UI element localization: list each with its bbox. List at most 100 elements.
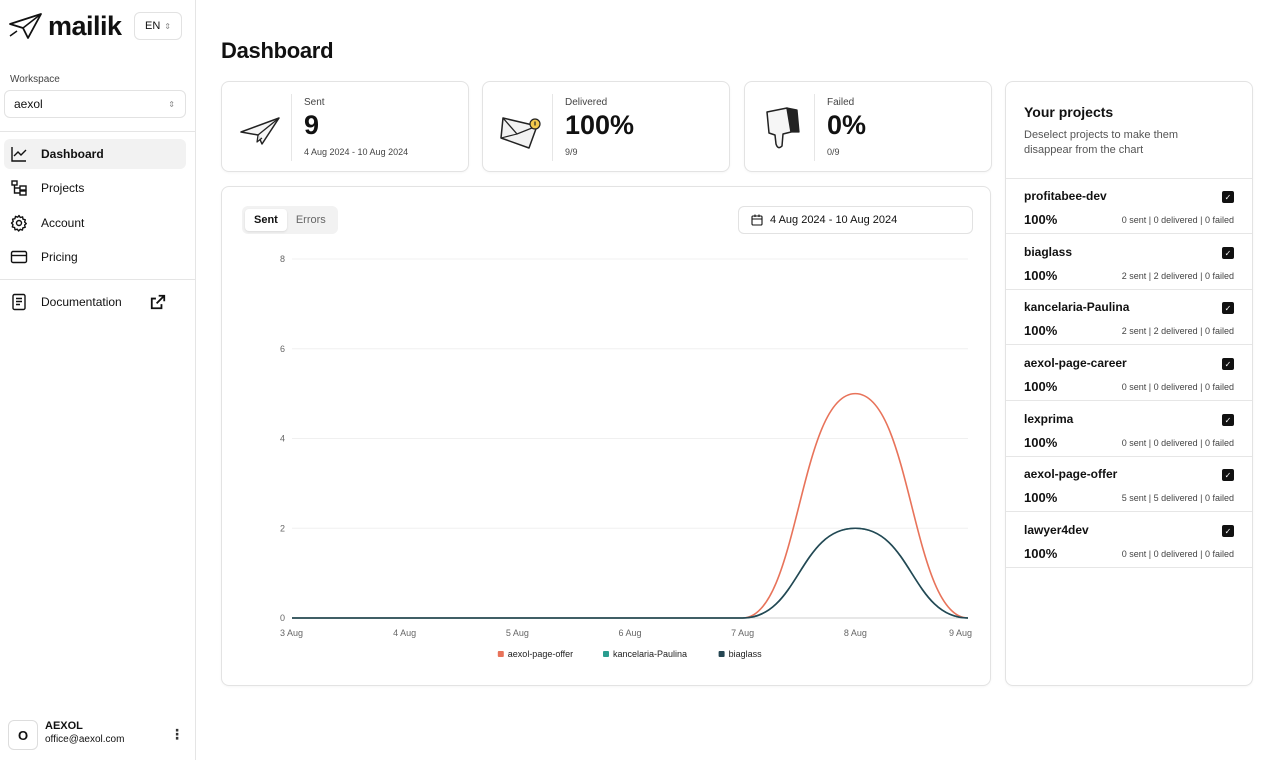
sidebar: mailik EN ⇕ Workspace aexol ⇕ Dashboard … bbox=[0, 0, 196, 760]
language-select[interactable]: EN ⇕ bbox=[134, 12, 182, 40]
project-name: biaglass bbox=[1024, 245, 1073, 259]
project-row[interactable]: profitabee-dev ✓ 100% 0 sent | 0 deliver… bbox=[1006, 179, 1252, 234]
project-stats: 0 sent | 0 delivered | 0 failed bbox=[1121, 549, 1234, 559]
page-title: Dashboard bbox=[221, 38, 334, 63]
chart-tabs: Sent Errors bbox=[242, 206, 338, 234]
projects-panel: Your projects Deselect projects to make … bbox=[1005, 81, 1253, 686]
project-name: lexprima bbox=[1024, 412, 1074, 426]
avatar: O bbox=[8, 720, 38, 750]
project-row[interactable]: lawyer4dev ✓ 100% 0 sent | 0 delivered |… bbox=[1006, 513, 1252, 568]
sidebar-item-pricing[interactable]: Pricing bbox=[4, 242, 186, 272]
sidebar-item-projects[interactable]: Projects bbox=[4, 173, 186, 203]
project-stats: 0 sent | 0 delivered | 0 failed bbox=[1121, 382, 1234, 392]
y-tick-label: 4 bbox=[280, 434, 285, 444]
project-delivery-rate: 100% bbox=[1024, 379, 1058, 394]
project-row[interactable]: aexol-page-career ✓ 100% 0 sent | 0 deli… bbox=[1006, 346, 1252, 401]
legend-swatch bbox=[497, 651, 504, 657]
projects-description: Deselect projects to make them disappear… bbox=[1024, 129, 1179, 156]
workspace-label: Workspace bbox=[10, 74, 60, 85]
external-link-icon bbox=[150, 294, 166, 310]
project-checkbox[interactable]: ✓ bbox=[1222, 358, 1234, 370]
project-delivery-rate: 100% bbox=[1024, 490, 1058, 505]
x-tick-label: 8 Aug bbox=[844, 628, 867, 638]
workspace-select[interactable]: aexol ⇕ bbox=[4, 90, 186, 118]
project-stats: 2 sent | 2 delivered | 0 failed bbox=[1121, 271, 1234, 281]
project-name: profitabee-dev bbox=[1024, 189, 1107, 203]
workspace-value: aexol bbox=[14, 97, 43, 111]
user-card[interactable]: O AEXOL office@aexol.com ⋮ bbox=[0, 714, 196, 754]
x-tick-label: 7 Aug bbox=[731, 628, 754, 638]
project-name: kancelaria-Paulina bbox=[1024, 300, 1130, 314]
legend-label: biaglass bbox=[729, 649, 763, 659]
x-tick-label: 5 Aug bbox=[506, 628, 529, 638]
stat-value: 100% bbox=[565, 110, 635, 140]
sidebar-item-dashboard[interactable]: Dashboard bbox=[4, 139, 186, 169]
project-name: lawyer4dev bbox=[1024, 523, 1089, 537]
project-delivery-rate: 100% bbox=[1024, 323, 1058, 338]
legend-swatch bbox=[603, 651, 609, 657]
app-logo[interactable]: mailik bbox=[8, 10, 188, 42]
project-checkbox[interactable]: ✓ bbox=[1222, 247, 1234, 259]
series-line bbox=[292, 527, 969, 619]
stat-separator bbox=[552, 94, 553, 161]
paper-plane-logo-icon bbox=[9, 13, 42, 39]
select-chevron-icon: ⇕ bbox=[164, 21, 171, 31]
stat-label: Failed bbox=[827, 97, 855, 108]
date-range-value: 4 Aug 2024 - 10 Aug 2024 bbox=[770, 214, 898, 226]
project-delivery-rate: 100% bbox=[1024, 268, 1058, 283]
stat-separator bbox=[814, 94, 815, 161]
stat-label: Delivered bbox=[565, 97, 608, 108]
series-line bbox=[292, 392, 969, 619]
project-checkbox[interactable]: ✓ bbox=[1222, 469, 1234, 481]
select-chevron-icon: ⇕ bbox=[168, 99, 175, 109]
project-delivery-rate: 100% bbox=[1024, 546, 1058, 561]
project-delivery-rate: 100% bbox=[1024, 212, 1058, 227]
credit-card-icon bbox=[10, 250, 28, 264]
sent-chart: 0 2 4 6 8 3 Aug 4 Aug 5 Aug 6 Aug 7 Aug 8 Aug 9 Aug… bbox=[280, 254, 972, 659]
sidebar-item-label: Projects bbox=[41, 181, 85, 195]
tab-sent[interactable]: Sent bbox=[245, 209, 287, 231]
project-name: aexol-page-career bbox=[1024, 356, 1127, 370]
projects-divider bbox=[1006, 178, 1252, 179]
stat-value: 0% bbox=[827, 110, 867, 140]
project-checkbox[interactable]: ✓ bbox=[1222, 302, 1234, 314]
paper-plane-icon bbox=[240, 117, 280, 145]
project-checkbox[interactable]: ✓ bbox=[1222, 414, 1234, 426]
project-row[interactable]: biaglass ✓ 100% 2 sent | 2 delivered | 0… bbox=[1006, 235, 1252, 290]
project-checkbox[interactable]: ✓ bbox=[1222, 525, 1234, 537]
project-stats: 0 sent | 0 delivered | 0 failed bbox=[1121, 438, 1234, 448]
project-name: aexol-page-offer bbox=[1024, 467, 1118, 481]
sidebar-item-label: Documentation bbox=[41, 295, 122, 309]
y-tick-label: 8 bbox=[280, 254, 285, 264]
sidebar-item-account[interactable]: Account bbox=[4, 208, 186, 238]
sidebar-divider bbox=[0, 131, 196, 132]
folder-tree-icon bbox=[11, 180, 27, 196]
x-tick-label: 3 Aug bbox=[280, 628, 303, 638]
stat-subtext: 0/9 bbox=[827, 147, 840, 157]
calendar-icon bbox=[751, 214, 763, 226]
project-row[interactable]: lexprima ✓ 100% 0 sent | 0 delivered | 0… bbox=[1006, 402, 1252, 457]
project-row[interactable]: aexol-page-offer ✓ 100% 5 sent | 5 deliv… bbox=[1006, 457, 1252, 512]
gear-icon bbox=[10, 214, 27, 232]
project-stats: 5 sent | 5 delivered | 0 failed bbox=[1121, 493, 1234, 503]
y-tick-label: 2 bbox=[280, 523, 285, 533]
more-vertical-icon[interactable]: ⋮ bbox=[170, 726, 184, 742]
app-name: mailik bbox=[48, 10, 122, 41]
date-range-picker[interactable]: 4 Aug 2024 - 10 Aug 2024 bbox=[738, 206, 973, 234]
tab-errors[interactable]: Errors bbox=[295, 214, 326, 226]
envelope-check-icon bbox=[500, 117, 541, 149]
stat-subtext: 9/9 bbox=[565, 147, 578, 157]
user-email: office@aexol.com bbox=[45, 734, 125, 745]
book-icon bbox=[12, 293, 26, 311]
project-row[interactable]: kancelaria-Paulina ✓ 100% 2 sent | 2 del… bbox=[1006, 290, 1252, 345]
stat-card-failed: Failed 0% 0/9 bbox=[744, 81, 992, 172]
sidebar-divider bbox=[0, 279, 196, 280]
sidebar-item-label: Pricing bbox=[41, 250, 78, 264]
stat-label: Sent bbox=[304, 97, 325, 108]
project-checkbox[interactable]: ✓ bbox=[1222, 191, 1234, 203]
legend-label: aexol-page-offer bbox=[508, 649, 573, 659]
stat-subtext: 4 Aug 2024 - 10 Aug 2024 bbox=[304, 147, 409, 157]
sidebar-item-documentation[interactable]: Documentation bbox=[4, 287, 186, 317]
project-stats: 0 sent | 0 delivered | 0 failed bbox=[1121, 215, 1234, 225]
legend-swatch bbox=[718, 651, 725, 657]
